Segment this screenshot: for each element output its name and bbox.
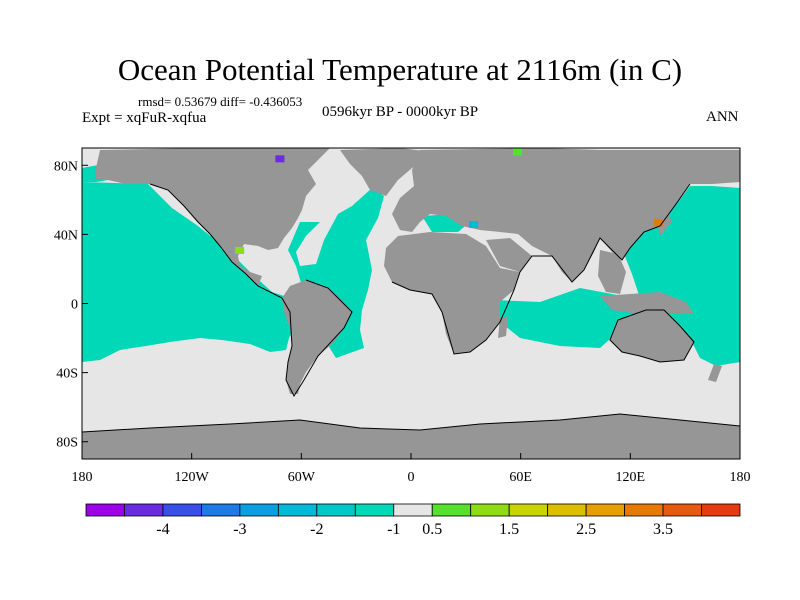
longitude-axis: 180 120W 60W 0 60E 120E 180 (72, 453, 751, 485)
west-pacific-cool-region (610, 186, 740, 366)
colorbar-swatch (316, 503, 356, 517)
colorbar-swatch (239, 503, 279, 517)
colorbar-swatch (547, 503, 587, 517)
anomaly-patch (469, 221, 479, 229)
colorbar-label: -2 (310, 521, 323, 538)
americas-coastline (149, 183, 353, 398)
latitude-axis: 80N 40N 0 40S 80S (54, 159, 88, 451)
pacific-cool-region (82, 182, 300, 362)
stats-label: rmsd= 0.53679 diff= -0.436053 (138, 94, 303, 109)
lat-tick-label: 0 (71, 298, 78, 313)
new-zealand-land (708, 364, 722, 382)
colorbar-swatch (354, 503, 395, 517)
australia-land (610, 310, 694, 362)
colorbar-swatch (201, 503, 241, 517)
coastlines (81, 183, 741, 433)
anomaly-patch (275, 155, 285, 163)
colorbar-swatch (508, 503, 549, 517)
greenland-land (340, 148, 432, 196)
indonesia-land (600, 292, 694, 314)
colorbar-swatch (85, 503, 125, 517)
colorbar: -4 -3 -2 -1 0.5 1.5 2.5 3.5 (85, 503, 741, 538)
africa-eurasia-coastline (391, 183, 691, 355)
colorbar-swatch (124, 503, 164, 517)
lon-tick-label: 120E (616, 470, 646, 485)
colorbar-swatch (662, 503, 702, 517)
australia-coastline (609, 309, 695, 363)
antarctica-coastline (81, 413, 741, 433)
colorbar-label: 2.5 (576, 521, 596, 538)
colorbar-label: 1.5 (499, 521, 519, 538)
colorbar-swatch (701, 503, 741, 517)
japan-land (656, 210, 672, 236)
anomaly-patch (653, 219, 663, 227)
colorbar-swatch (277, 503, 318, 517)
lat-tick-label: 40S (56, 367, 78, 382)
colorbar-label: -1 (387, 521, 400, 538)
lat-tick-label: 40N (54, 228, 78, 243)
atlantic-cool-region (288, 188, 384, 358)
southeast-asia-land (598, 250, 626, 294)
experiment-label: Expt = xqFuR-xqfua (82, 110, 207, 126)
lat-tick-label: 80S (56, 436, 78, 451)
colorbar-swatch (624, 503, 664, 517)
season-label: ANN (706, 109, 739, 125)
colorbar-label: 0.5 (422, 521, 442, 538)
antarctica-land (82, 414, 740, 459)
north-america-land (96, 148, 330, 286)
lon-tick-label: 60E (509, 470, 532, 485)
colorbar-swatch (393, 503, 433, 517)
colorbar-swatch (431, 503, 472, 517)
land-mask (82, 148, 740, 459)
lon-tick-label: 180 (730, 470, 751, 485)
south-america-land (282, 280, 352, 394)
anomaly-patch (235, 246, 245, 254)
colorbar-swatch (470, 503, 510, 517)
lat-tick-label: 80N (54, 159, 78, 174)
cool-anomaly-regions (82, 164, 740, 366)
lon-tick-label: 180 (72, 470, 93, 485)
anomaly-patches (235, 148, 663, 254)
colorbar-swatch (585, 503, 625, 517)
arabia-land (486, 238, 532, 272)
eurasia-land (392, 148, 740, 282)
colorbar-label: -3 (233, 521, 246, 538)
period-label: 0596kyr BP - 0000kyr BP (322, 104, 479, 120)
colorbar-swatch (162, 503, 202, 517)
anomaly-patch (513, 148, 523, 156)
colorbar-label: -4 (156, 521, 169, 538)
map-title: Ocean Potential Temperature at 2116m (in… (117, 52, 683, 87)
lon-tick-label: 120W (175, 470, 210, 485)
africa-land (384, 232, 520, 354)
lon-tick-label: 0 (408, 470, 415, 485)
lon-tick-label: 60W (288, 470, 316, 485)
colorbar-label: 3.5 (653, 521, 673, 538)
indian-cool-region (495, 288, 640, 348)
map-panel (81, 147, 741, 460)
